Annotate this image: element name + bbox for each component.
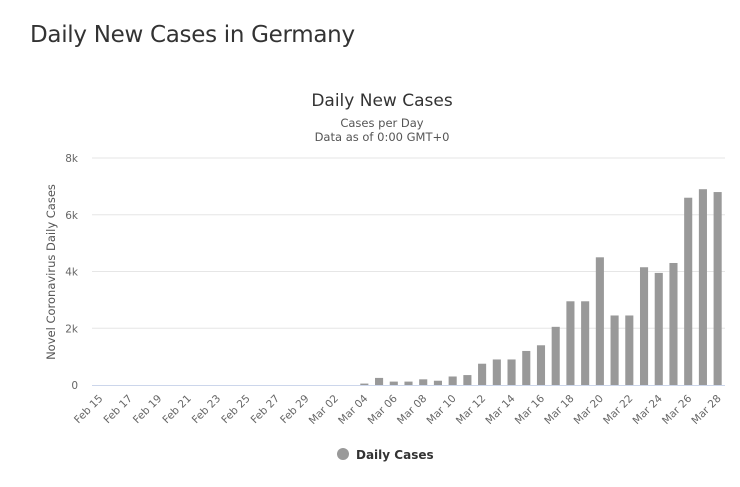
bar[interactable] [713, 192, 722, 385]
x-tick-label: Feb 19 [131, 393, 164, 426]
bar[interactable] [684, 197, 693, 385]
bar[interactable] [360, 383, 369, 385]
bar[interactable] [566, 301, 575, 385]
bar[interactable] [433, 380, 442, 385]
y-axis-title: Novel Coronavirus Daily Cases [44, 184, 58, 360]
bar[interactable] [463, 375, 472, 385]
x-tick-label: Mar 08 [395, 393, 429, 427]
x-tick-label: Mar 02 [307, 393, 341, 427]
x-tick-label: Mar 06 [366, 392, 401, 427]
x-tick-label: Mar 24 [631, 392, 666, 427]
y-axis-ticks: 0 2k 4k 6k 8k [65, 153, 79, 392]
y-tick-label: 2k [65, 323, 79, 335]
bar[interactable] [448, 376, 457, 385]
y-tick-label: 0 [71, 380, 78, 392]
bar[interactable] [404, 381, 413, 385]
legend-marker [337, 448, 349, 460]
bar[interactable] [522, 350, 531, 385]
gridlines [92, 157, 725, 329]
bars [360, 189, 722, 385]
bar[interactable] [389, 381, 398, 385]
x-tick-label: Mar 10 [424, 393, 458, 427]
legend-label: Daily Cases [356, 448, 434, 462]
chart-title: Daily New Cases [311, 91, 453, 111]
chart-subtitle-line-2: Data as of 0:00 GMT+0 [315, 130, 450, 144]
bar[interactable] [551, 326, 560, 385]
x-tick-label: Mar 22 [601, 393, 635, 427]
bar[interactable] [536, 345, 546, 385]
x-tick-label: Feb 23 [190, 393, 223, 426]
x-tick-label: Mar 16 [513, 392, 548, 427]
y-tick-label: 8k [65, 153, 79, 165]
x-tick-label: Mar 04 [336, 392, 371, 427]
bar[interactable] [595, 257, 604, 385]
bar[interactable] [478, 363, 487, 385]
chart-subtitle-line-1: Cases per Day [340, 116, 423, 130]
x-tick-label: Feb 29 [278, 393, 311, 426]
bar[interactable] [375, 377, 384, 385]
x-tick-label: Feb 25 [219, 393, 252, 426]
bar[interactable] [639, 267, 649, 385]
bar[interactable] [654, 272, 663, 385]
x-tick-label: Feb 15 [72, 393, 105, 426]
bar[interactable] [625, 315, 634, 385]
y-tick-label: 4k [65, 267, 79, 279]
bar[interactable] [669, 262, 678, 385]
x-tick-label: Feb 17 [101, 393, 134, 426]
x-tick-label: Mar 18 [542, 393, 576, 427]
x-tick-label: Feb 27 [249, 393, 282, 426]
x-tick-label: Mar 12 [454, 393, 488, 427]
bar[interactable] [610, 315, 619, 385]
bar[interactable] [581, 301, 590, 385]
bar[interactable] [698, 189, 707, 385]
page-heading: Daily New Cases in Germany [30, 22, 355, 48]
bar[interactable] [492, 359, 501, 385]
x-tick-label: Mar 14 [483, 392, 518, 427]
bar[interactable] [507, 359, 516, 385]
x-tick-label: Mar 28 [689, 393, 723, 427]
x-tick-label: Mar 20 [572, 393, 606, 427]
y-tick-label: 6k [65, 210, 79, 222]
legend[interactable]: Daily Cases [337, 448, 434, 462]
x-tick-label: Feb 21 [160, 393, 193, 426]
x-tick-label: Mar 26 [660, 392, 695, 427]
bar[interactable] [419, 379, 428, 385]
